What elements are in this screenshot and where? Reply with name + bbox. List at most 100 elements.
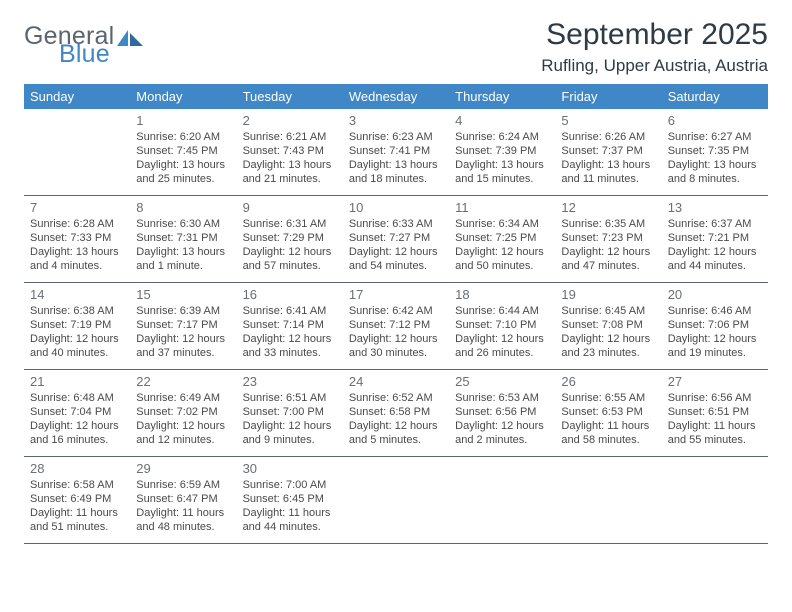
day-sunrise: Sunrise: 6:23 AM: [349, 131, 443, 145]
day-number: 3: [349, 113, 443, 129]
day-number: 21: [30, 374, 124, 390]
day-daylight1: Daylight: 11 hours: [136, 507, 230, 521]
location-subtitle: Rufling, Upper Austria, Austria: [541, 56, 768, 76]
day-header: Sunday: [24, 84, 130, 109]
day-daylight1: Daylight: 11 hours: [30, 507, 124, 521]
day-daylight1: Daylight: 12 hours: [30, 333, 124, 347]
day-daylight2: and 50 minutes.: [455, 260, 549, 274]
calendar-week: 21Sunrise: 6:48 AMSunset: 7:04 PMDayligh…: [24, 370, 768, 457]
day-daylight2: and 23 minutes.: [561, 347, 655, 361]
day-daylight1: Daylight: 13 hours: [349, 159, 443, 173]
calendar-week: 14Sunrise: 6:38 AMSunset: 7:19 PMDayligh…: [24, 283, 768, 370]
day-number: 26: [561, 374, 655, 390]
day-daylight2: and 5 minutes.: [349, 434, 443, 448]
calendar-cell-empty: [662, 457, 768, 543]
calendar-cell: 21Sunrise: 6:48 AMSunset: 7:04 PMDayligh…: [24, 370, 130, 456]
calendar-week: 7Sunrise: 6:28 AMSunset: 7:33 PMDaylight…: [24, 196, 768, 283]
day-sunrise: Sunrise: 6:45 AM: [561, 305, 655, 319]
calendar-cell: 24Sunrise: 6:52 AMSunset: 6:58 PMDayligh…: [343, 370, 449, 456]
day-daylight1: Daylight: 12 hours: [136, 420, 230, 434]
calendar-cell: 15Sunrise: 6:39 AMSunset: 7:17 PMDayligh…: [130, 283, 236, 369]
day-daylight1: Daylight: 13 hours: [136, 246, 230, 260]
day-sunset: Sunset: 6:58 PM: [349, 406, 443, 420]
calendar-cell: 8Sunrise: 6:30 AMSunset: 7:31 PMDaylight…: [130, 196, 236, 282]
day-sunrise: Sunrise: 6:21 AM: [243, 131, 337, 145]
day-daylight2: and 1 minute.: [136, 260, 230, 274]
calendar-cell: 27Sunrise: 6:56 AMSunset: 6:51 PMDayligh…: [662, 370, 768, 456]
day-daylight2: and 44 minutes.: [243, 521, 337, 535]
day-daylight2: and 33 minutes.: [243, 347, 337, 361]
day-sunset: Sunset: 7:08 PM: [561, 319, 655, 333]
day-sunset: Sunset: 7:43 PM: [243, 145, 337, 159]
day-daylight1: Daylight: 13 hours: [668, 159, 762, 173]
day-sunrise: Sunrise: 6:37 AM: [668, 218, 762, 232]
day-number: 1: [136, 113, 230, 129]
brand-word-2: Blue: [59, 42, 143, 67]
day-sunrise: Sunrise: 6:44 AM: [455, 305, 549, 319]
day-daylight2: and 8 minutes.: [668, 173, 762, 187]
day-sunrise: Sunrise: 6:31 AM: [243, 218, 337, 232]
day-daylight1: Daylight: 12 hours: [243, 246, 337, 260]
day-daylight1: Daylight: 12 hours: [455, 333, 549, 347]
day-number: 14: [30, 287, 124, 303]
day-daylight2: and 47 minutes.: [561, 260, 655, 274]
day-daylight2: and 25 minutes.: [136, 173, 230, 187]
day-sunrise: Sunrise: 6:30 AM: [136, 218, 230, 232]
calendar-cell: 11Sunrise: 6:34 AMSunset: 7:25 PMDayligh…: [449, 196, 555, 282]
calendar-cell: 10Sunrise: 6:33 AMSunset: 7:27 PMDayligh…: [343, 196, 449, 282]
day-sunset: Sunset: 7:31 PM: [136, 232, 230, 246]
day-number: 19: [561, 287, 655, 303]
day-daylight2: and 44 minutes.: [668, 260, 762, 274]
calendar-cell: 1Sunrise: 6:20 AMSunset: 7:45 PMDaylight…: [130, 109, 236, 195]
calendar-cell: 7Sunrise: 6:28 AMSunset: 7:33 PMDaylight…: [24, 196, 130, 282]
day-daylight1: Daylight: 11 hours: [668, 420, 762, 434]
day-sunrise: Sunrise: 6:42 AM: [349, 305, 443, 319]
day-daylight2: and 48 minutes.: [136, 521, 230, 535]
day-daylight2: and 18 minutes.: [349, 173, 443, 187]
day-sunrise: Sunrise: 6:49 AM: [136, 392, 230, 406]
day-daylight2: and 9 minutes.: [243, 434, 337, 448]
day-sunrise: Sunrise: 6:38 AM: [30, 305, 124, 319]
day-daylight2: and 30 minutes.: [349, 347, 443, 361]
day-daylight2: and 4 minutes.: [30, 260, 124, 274]
day-sunset: Sunset: 7:41 PM: [349, 145, 443, 159]
day-sunset: Sunset: 7:39 PM: [455, 145, 549, 159]
day-sunrise: Sunrise: 6:20 AM: [136, 131, 230, 145]
day-daylight1: Daylight: 12 hours: [668, 333, 762, 347]
day-daylight2: and 16 minutes.: [30, 434, 124, 448]
calendar-cell: 17Sunrise: 6:42 AMSunset: 7:12 PMDayligh…: [343, 283, 449, 369]
day-sunset: Sunset: 6:49 PM: [30, 493, 124, 507]
day-sunrise: Sunrise: 6:39 AM: [136, 305, 230, 319]
day-sunrise: Sunrise: 6:46 AM: [668, 305, 762, 319]
calendar-cell: 13Sunrise: 6:37 AMSunset: 7:21 PMDayligh…: [662, 196, 768, 282]
day-daylight2: and 19 minutes.: [668, 347, 762, 361]
day-daylight2: and 37 minutes.: [136, 347, 230, 361]
day-daylight2: and 11 minutes.: [561, 173, 655, 187]
day-sunset: Sunset: 7:45 PM: [136, 145, 230, 159]
day-sunset: Sunset: 6:56 PM: [455, 406, 549, 420]
day-number: 20: [668, 287, 762, 303]
day-sunset: Sunset: 7:19 PM: [30, 319, 124, 333]
day-daylight1: Daylight: 12 hours: [561, 246, 655, 260]
brand-logo: General Blue: [24, 18, 143, 67]
day-header: Tuesday: [237, 84, 343, 109]
calendar-cell-empty: [343, 457, 449, 543]
calendar-cell: 9Sunrise: 6:31 AMSunset: 7:29 PMDaylight…: [237, 196, 343, 282]
day-number: 25: [455, 374, 549, 390]
calendar-cell-empty: [24, 109, 130, 195]
calendar-cell: 19Sunrise: 6:45 AMSunset: 7:08 PMDayligh…: [555, 283, 661, 369]
day-daylight2: and 15 minutes.: [455, 173, 549, 187]
calendar-cell: 12Sunrise: 6:35 AMSunset: 7:23 PMDayligh…: [555, 196, 661, 282]
calendar-week: 1 Sunrise: 6:20 AMSunset: 7:45 PM Daylight…: [24, 109, 768, 196]
calendar-cell: 23Sunrise: 6:51 AMSunset: 7:00 PMDayligh…: [237, 370, 343, 456]
day-sunrise: Sunrise: 6:35 AM: [561, 218, 655, 232]
day-number: 7: [30, 200, 124, 216]
day-sunrise: Sunrise: 6:34 AM: [455, 218, 549, 232]
page-title: September 2025: [541, 18, 768, 52]
day-sunset: Sunset: 7:02 PM: [136, 406, 230, 420]
day-sunrise: Sunrise: 6:56 AM: [668, 392, 762, 406]
day-sunset: Sunset: 7:00 PM: [243, 406, 337, 420]
calendar-cell: 6Sunrise: 6:27 AMSunset: 7:35 PMDaylight…: [662, 109, 768, 195]
day-sunrise: Sunrise: 6:26 AM: [561, 131, 655, 145]
day-sunset: Sunset: 6:45 PM: [243, 493, 337, 507]
